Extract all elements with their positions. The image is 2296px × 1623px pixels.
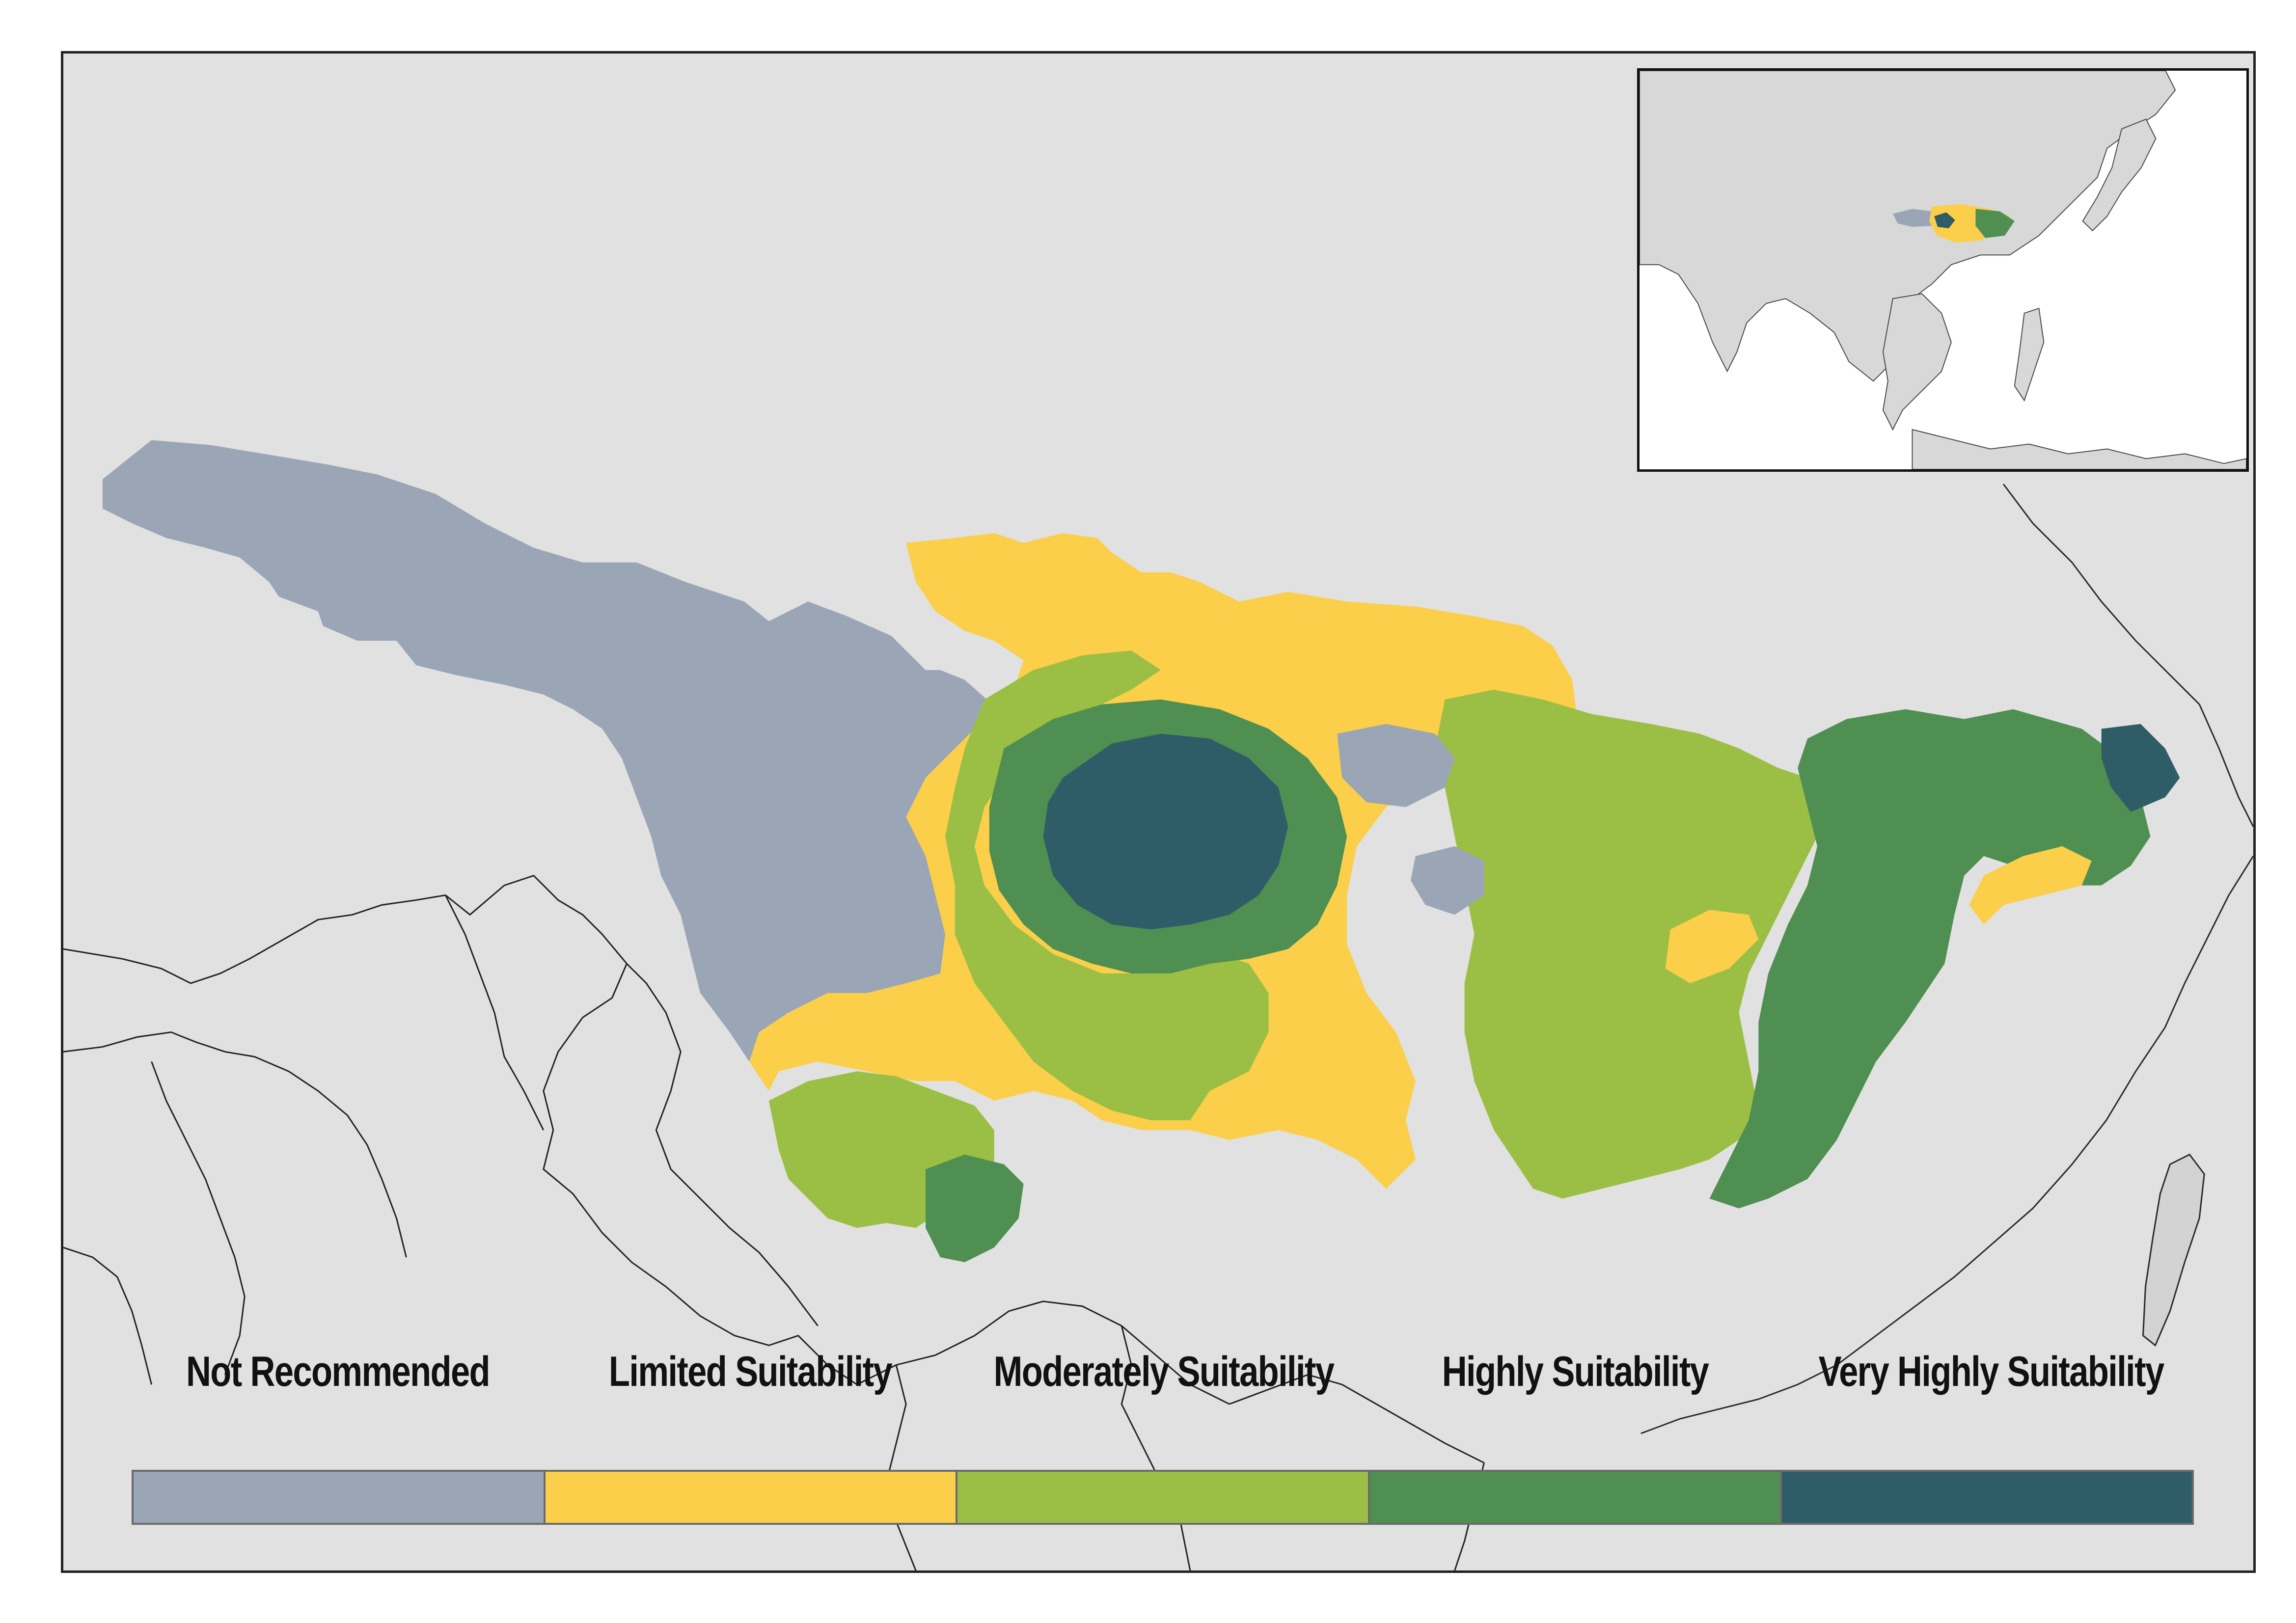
zone-very-high <box>1043 724 2180 930</box>
legend-label-very-highly-suitability: Very Highly Suitability <box>1818 1348 2165 1395</box>
legend-label-limited-suitability: Limited Suitability <box>608 1348 893 1395</box>
locator-inset-map <box>1637 68 2249 472</box>
inset-indochina <box>1882 293 1952 431</box>
inset-map-svg <box>1640 71 2246 469</box>
legend-swatch-limited-suitability <box>546 1472 958 1523</box>
coastline <box>1640 484 2253 1434</box>
inset-study-area-grey <box>1892 209 1942 227</box>
legend-label-highly-suitability: Highly Suitability <box>1442 1348 1709 1395</box>
zone-moderate <box>768 650 1827 1228</box>
suitability-map <box>63 440 2253 1570</box>
zone-not-recommended-enclave <box>1337 724 1484 915</box>
zone-not-recommended <box>102 440 1548 1062</box>
legend-swatch-moderately-suitability <box>957 1472 1370 1523</box>
inset-indonesia <box>1912 429 2246 469</box>
legend-swatch-very-highly-suitability <box>1781 1472 2192 1523</box>
inset-japan <box>2082 118 2157 232</box>
inset-study-area-green <box>1975 209 2015 238</box>
zone-limited-enclave <box>1665 846 2092 983</box>
inset-study-area-darkteal <box>1934 212 1955 229</box>
legend-colorbar <box>132 1470 2194 1525</box>
legend-swatch-highly-suitability <box>1369 1472 1782 1523</box>
legend-swatch-not-recommended <box>134 1472 546 1523</box>
legend-label-not-recommended: Not Recommended <box>186 1348 491 1395</box>
main-map <box>61 51 2256 1573</box>
inset-philippines <box>2014 307 2045 402</box>
suitability-zones <box>102 440 2180 1263</box>
legend-label-moderately-suitability: Moderately Suitability <box>993 1348 1335 1395</box>
taiwan-island <box>2142 1153 2205 1347</box>
